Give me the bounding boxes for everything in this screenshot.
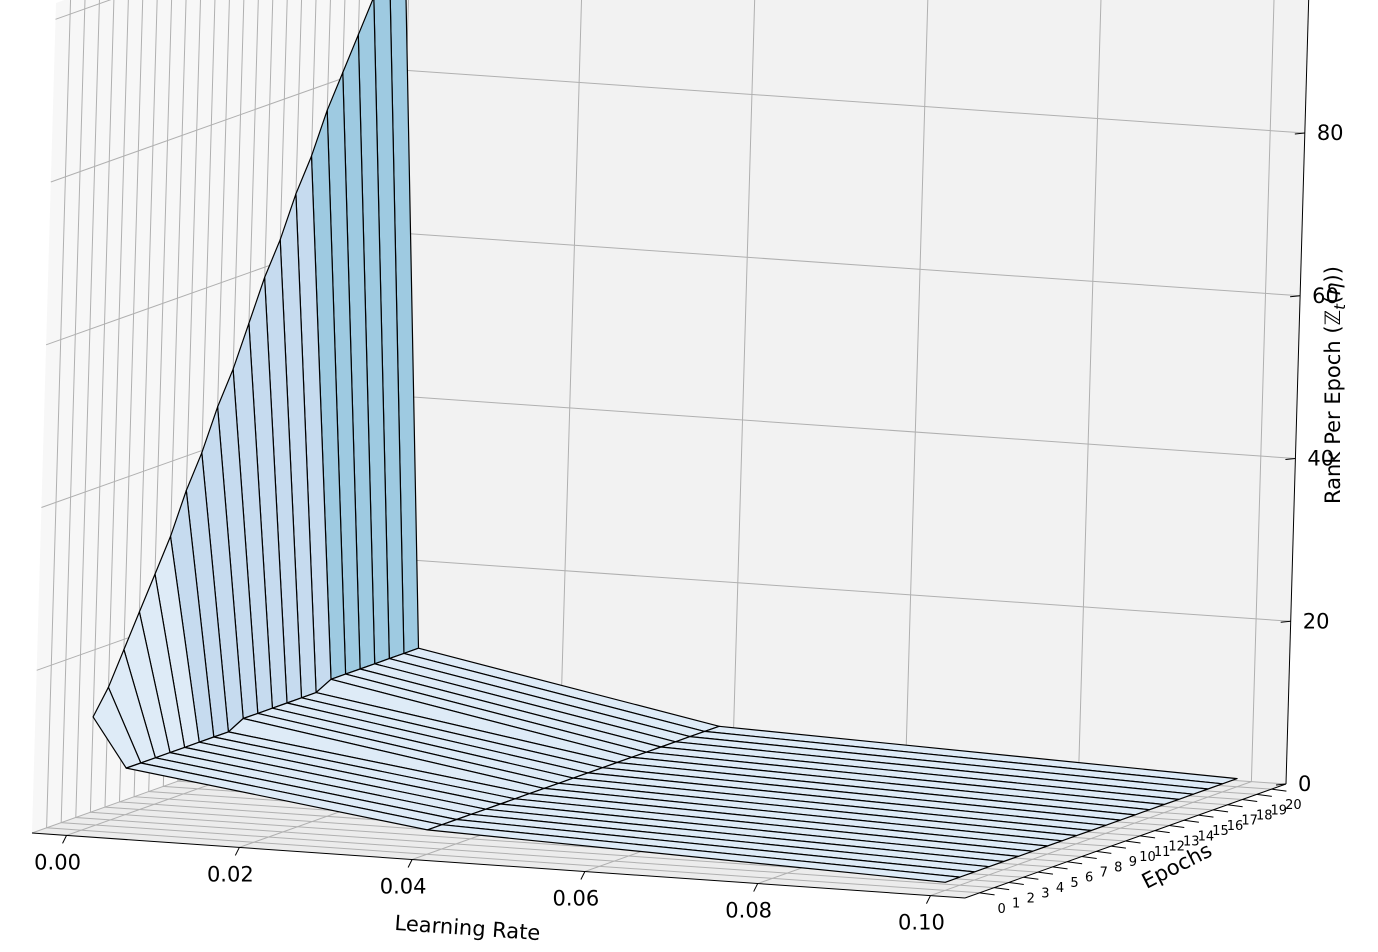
z-axis-title-mid: ( <box>1321 296 1345 304</box>
y-tick-mark <box>1037 871 1054 875</box>
z-tick-mark <box>1280 620 1291 623</box>
z-axis-title-suffix: )) <box>1321 266 1345 282</box>
y-tick-mark <box>1198 814 1214 818</box>
x-tick-label: 0.06 <box>553 887 600 911</box>
z-tick-mark <box>1285 458 1296 461</box>
y-tick-label: 13 <box>1183 834 1200 849</box>
y-tick-label: 3 <box>1041 886 1049 901</box>
y-tick-label: 1 <box>1012 897 1020 912</box>
y-tick-label: 10 <box>1139 850 1156 865</box>
z-tick-label: 20 <box>1303 609 1330 633</box>
z-tick-mark <box>1294 132 1305 135</box>
x-axis-line <box>31 832 966 899</box>
y-tick-label: 18 <box>1256 809 1273 824</box>
z-tick-mark <box>1290 295 1301 298</box>
y-tick-mark <box>1081 856 1097 860</box>
y-tick-mark <box>1008 881 1024 885</box>
z-tick-mark <box>1275 783 1287 786</box>
y-tick-label: 11 <box>1154 845 1171 860</box>
z-axis-title-sub: t <box>1331 303 1349 310</box>
y-tick-label: 2 <box>1027 891 1035 906</box>
y-tick-mark <box>1183 819 1199 823</box>
y-tick-label: 0 <box>997 902 1005 917</box>
y-tick-mark <box>1227 804 1243 808</box>
y-tick-label: 14 <box>1198 829 1215 844</box>
y-tick-mark <box>1110 845 1126 849</box>
x-axis-title: Learning Rate <box>394 911 541 945</box>
y-tick-mark <box>994 887 1010 891</box>
y-tick-label: 16 <box>1227 819 1244 834</box>
y-tick-mark <box>979 892 995 896</box>
x-tick-mark <box>62 835 68 844</box>
y-tick-mark <box>1140 835 1156 839</box>
z-tick-label: 0 <box>1298 772 1311 796</box>
x-tick-mark <box>407 859 413 868</box>
back-pane <box>353 0 1309 784</box>
y-tick-mark <box>1212 809 1229 813</box>
y-tick-label: 4 <box>1056 881 1064 896</box>
x-tick-mark <box>925 895 931 904</box>
y-tick-mark <box>1271 788 1287 792</box>
surface-mesh <box>92 0 1238 883</box>
x-tick-mark <box>580 871 586 880</box>
y-tick-label: 20 <box>1285 798 1302 813</box>
z-tick-label: 40 <box>1307 447 1334 471</box>
y-tick-mark <box>1154 830 1170 834</box>
y-tick-label: 12 <box>1168 840 1185 855</box>
y-tick-label: 19 <box>1271 803 1288 818</box>
y-tick-label: 8 <box>1114 860 1122 875</box>
z-axis-line <box>1285 0 1310 785</box>
z-axis-title-eta: η <box>1321 282 1345 295</box>
y-tick-label: 5 <box>1070 876 1078 891</box>
z-axis-title: Rank Per Epoch (ℤt(η)) <box>1321 266 1349 504</box>
x-tick-label: 0.08 <box>725 899 772 923</box>
y-tick-mark <box>1242 799 1258 803</box>
x-tick-mark <box>753 883 759 892</box>
z-tick-label: 60 <box>1312 284 1339 308</box>
y-tick-mark <box>1067 861 1083 865</box>
x-tick-label: 0.10 <box>898 911 945 935</box>
y-tick-label: 17 <box>1241 814 1258 829</box>
tick-labels: 0.000.020.040.060.080.100 1 2 3 4 5 6 7 8 9 101112… <box>34 121 1344 935</box>
y-tick-mark <box>1169 824 1185 828</box>
surface-face <box>426 824 961 883</box>
y-tick-label: 6 <box>1085 871 1093 886</box>
axis-lines <box>31 0 1310 904</box>
y-tick-mark <box>1052 866 1068 870</box>
x-tick-label: 0.02 <box>207 862 254 886</box>
y-tick-mark <box>1096 850 1112 854</box>
y-tick-label: 9 <box>1129 855 1137 870</box>
y-tick-mark <box>1023 876 1039 880</box>
z-axis-title-math: ℤ <box>1321 310 1345 326</box>
y-tick-label: 7 <box>1100 866 1108 881</box>
x-tick-label: 0.00 <box>34 850 81 874</box>
z-tick-label: 80 <box>1317 121 1344 145</box>
y-tick-label: 15 <box>1212 824 1229 839</box>
x-tick-mark <box>234 847 240 856</box>
x-tick-label: 0.04 <box>380 874 427 898</box>
z-axis-title-prefix: Rank Per Epoch ( <box>1321 325 1345 503</box>
y-tick-mark <box>1256 793 1272 797</box>
y-tick-mark <box>1125 840 1141 844</box>
